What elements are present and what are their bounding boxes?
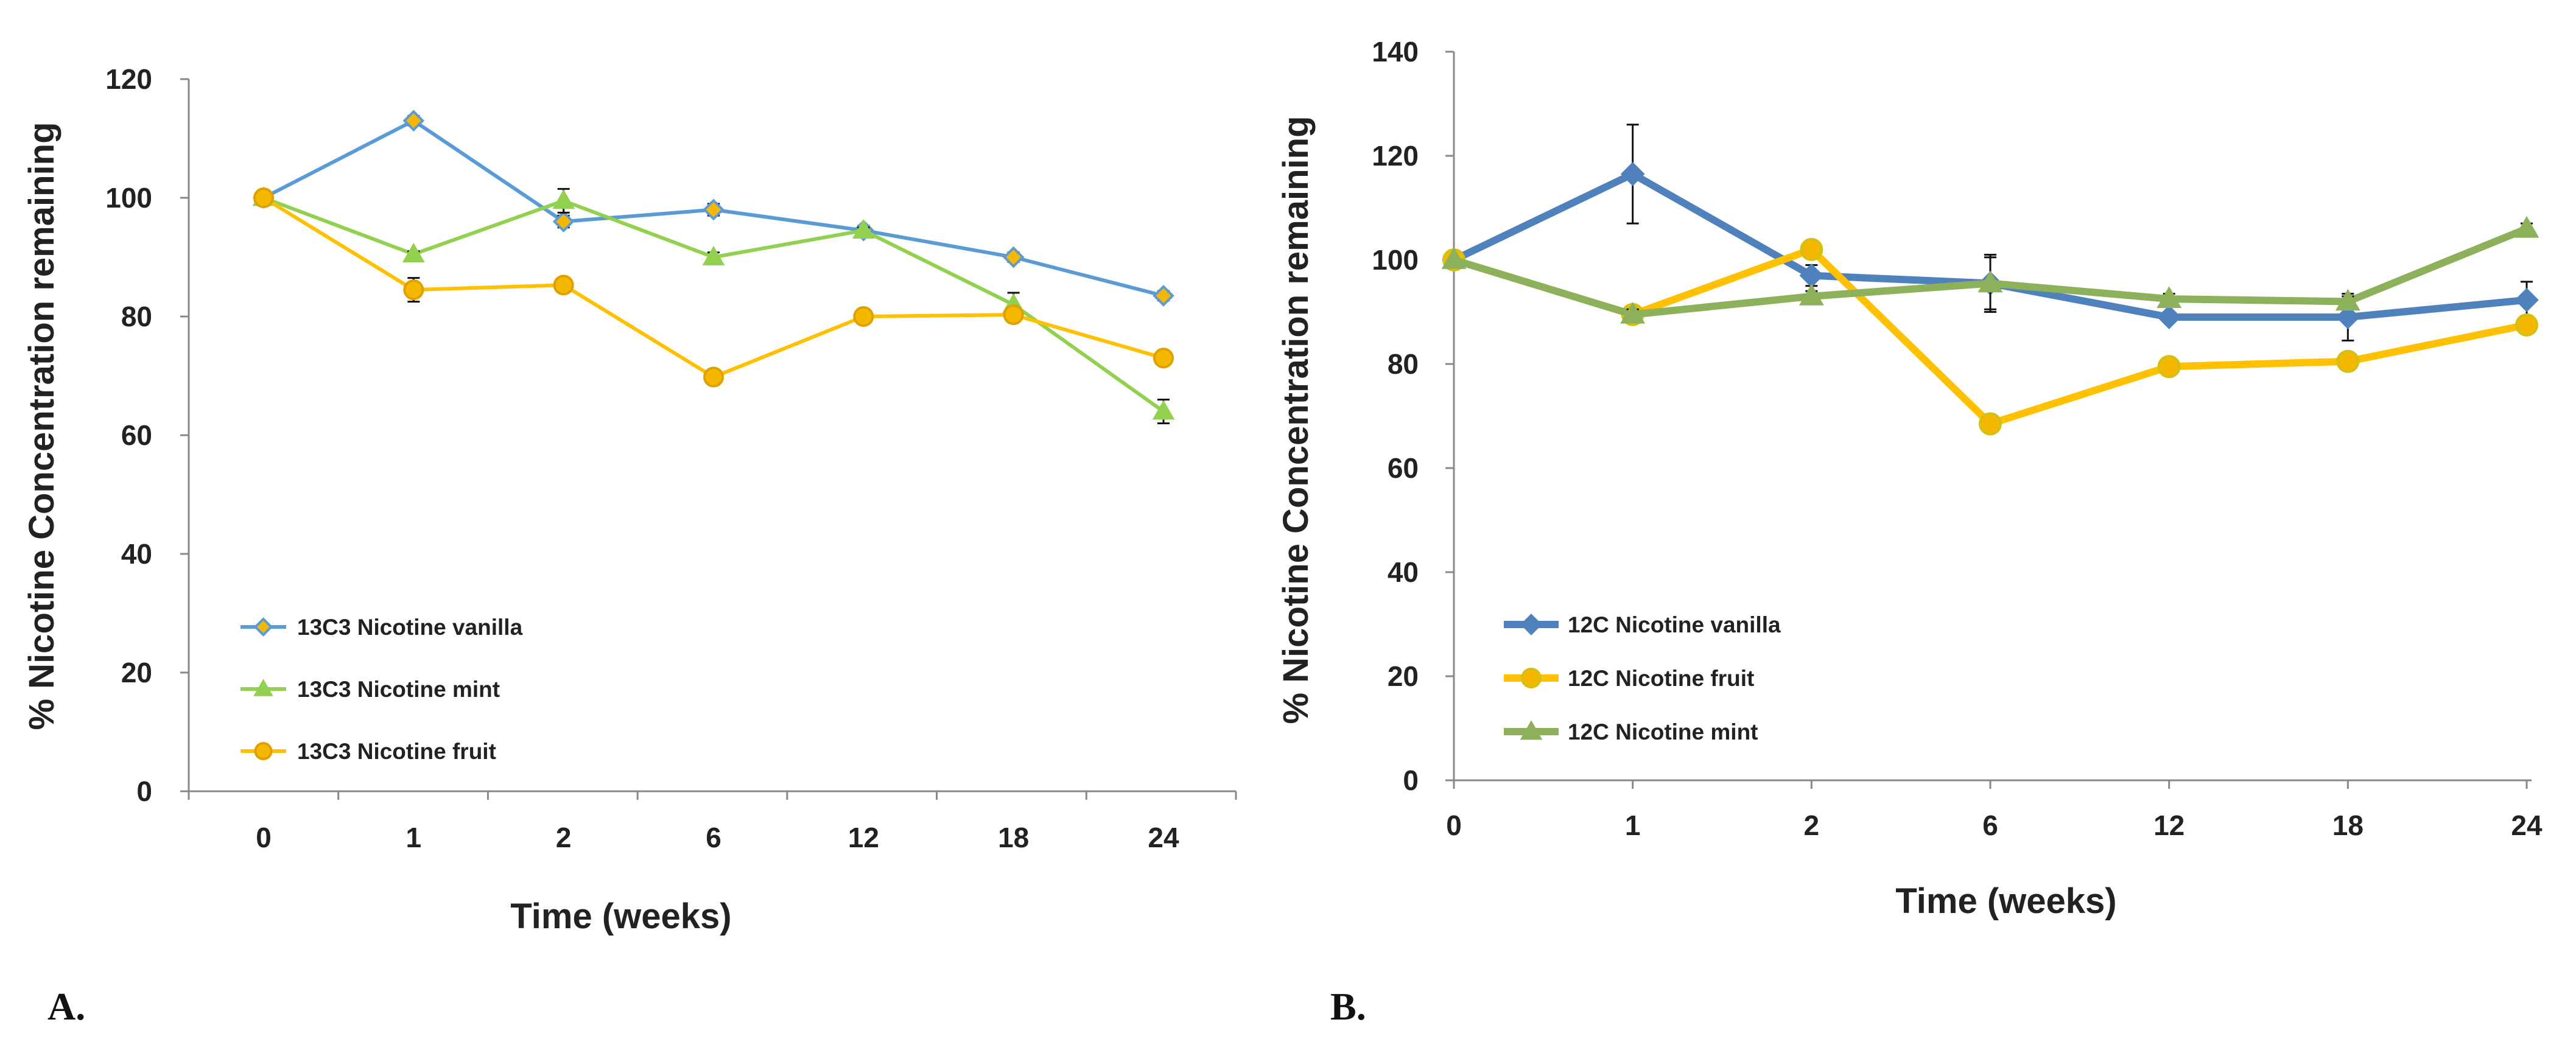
data-point [1620, 301, 1646, 324]
data-point [1153, 348, 1174, 369]
legend-entry: 13C3 Nicotine fruit [240, 739, 496, 764]
data-point [2157, 286, 2182, 309]
data-point [553, 275, 574, 296]
y-tick-label: 100 [1372, 244, 1419, 276]
legend-label: 12C Nicotine mint [1568, 719, 1758, 744]
x-axis-title: Time (weeks) [510, 897, 731, 936]
y-tick-label: 80 [1388, 348, 1419, 380]
legend-label: 12C Nicotine fruit [1568, 666, 1754, 691]
panel-label: A. [47, 985, 85, 1028]
series-13c3-nicotine-fruit [253, 187, 1174, 388]
data-point [253, 187, 274, 208]
data-point [853, 306, 874, 327]
legend-entry: 12C Nicotine vanilla [1504, 612, 1781, 637]
y-tick-label: 60 [121, 419, 152, 451]
x-tick-label: 18 [2332, 810, 2364, 841]
data-point [1800, 237, 1823, 261]
data-point [552, 189, 575, 209]
y-tick-label: 140 [1372, 36, 1419, 68]
y-tick-label: 100 [105, 182, 152, 214]
x-tick-label: 18 [998, 822, 1029, 853]
series-13c3-nicotine-mint [252, 186, 1175, 424]
legend-label: 13C3 Nicotine fruit [297, 739, 496, 764]
legend-entry: 12C Nicotine fruit [1504, 666, 1754, 691]
panel-label: B. [1330, 985, 1366, 1028]
x-tick-label: 24 [1148, 822, 1179, 853]
legend-label: 12C Nicotine vanilla [1568, 612, 1781, 637]
x-tick-label: 6 [1982, 810, 1998, 841]
data-point [402, 110, 425, 132]
data-point [852, 219, 875, 239]
y-tick-label: 120 [105, 63, 152, 95]
legend-marker [253, 679, 273, 696]
data-point [402, 242, 425, 262]
data-point [1003, 304, 1024, 326]
x-axis-title: Time (weeks) [1895, 881, 2116, 921]
x-tick-label: 1 [406, 822, 422, 853]
y-axis-title: % Nicotine Concentration remaining [1276, 116, 1316, 724]
y-tick-label: 40 [121, 538, 152, 570]
y-tick-label: 60 [1388, 452, 1419, 484]
y-axis-title: % Nicotine Concentration remaining [22, 122, 61, 730]
data-point [2157, 305, 2181, 329]
x-tick-label: 24 [2511, 810, 2543, 841]
data-point [2157, 355, 2181, 379]
x-tick-label: 0 [1446, 810, 1462, 841]
data-point [702, 245, 725, 265]
y-tick-label: 120 [1372, 140, 1419, 172]
data-point [552, 211, 575, 233]
y-tick-label: 20 [1388, 660, 1419, 692]
legend-marker [1520, 720, 1543, 740]
y-tick-label: 80 [121, 301, 152, 332]
data-point [703, 366, 724, 388]
data-point [1799, 283, 1824, 306]
x-tick-label: 6 [706, 822, 721, 853]
x-tick-label: 12 [848, 822, 879, 853]
data-point [1979, 412, 2002, 436]
legend-marker [1521, 668, 1542, 688]
data-point [1002, 246, 1025, 268]
series-line [262, 196, 1164, 379]
data-point [2514, 215, 2539, 238]
y-tick-label: 40 [1388, 556, 1419, 588]
data-point [2336, 349, 2360, 373]
data-point [2335, 289, 2360, 311]
x-tick-label: 2 [1804, 810, 1820, 841]
legend-entry: 13C3 Nicotine mint [240, 677, 500, 702]
data-point [1152, 400, 1175, 420]
x-tick-label: 12 [2153, 810, 2185, 841]
legend-marker [253, 617, 273, 637]
data-point [2336, 305, 2360, 329]
x-tick-label: 2 [556, 822, 572, 853]
x-tick-label: 1 [1625, 810, 1641, 841]
legend-entry: 13C3 Nicotine vanilla [240, 615, 523, 640]
data-point [2515, 288, 2539, 312]
data-point [1978, 270, 2003, 293]
legend-label: 13C3 Nicotine mint [297, 677, 500, 702]
y-tick-label: 20 [121, 657, 152, 688]
y-tick-label: 0 [136, 775, 152, 807]
data-point [1620, 162, 1645, 186]
data-point [2515, 313, 2538, 337]
legend-label: 13C3 Nicotine vanilla [297, 615, 523, 640]
data-point [1153, 285, 1174, 307]
x-tick-label: 0 [256, 822, 272, 853]
series-12c-nicotine-mint [1441, 215, 2539, 324]
y-tick-label: 0 [1403, 764, 1419, 796]
legend-marker [254, 742, 273, 760]
data-point [403, 279, 424, 301]
data-point [703, 198, 725, 221]
legend-entry: 12C Nicotine mint [1504, 719, 1758, 744]
legend-marker [1520, 614, 1542, 635]
data-point [1441, 247, 1467, 269]
